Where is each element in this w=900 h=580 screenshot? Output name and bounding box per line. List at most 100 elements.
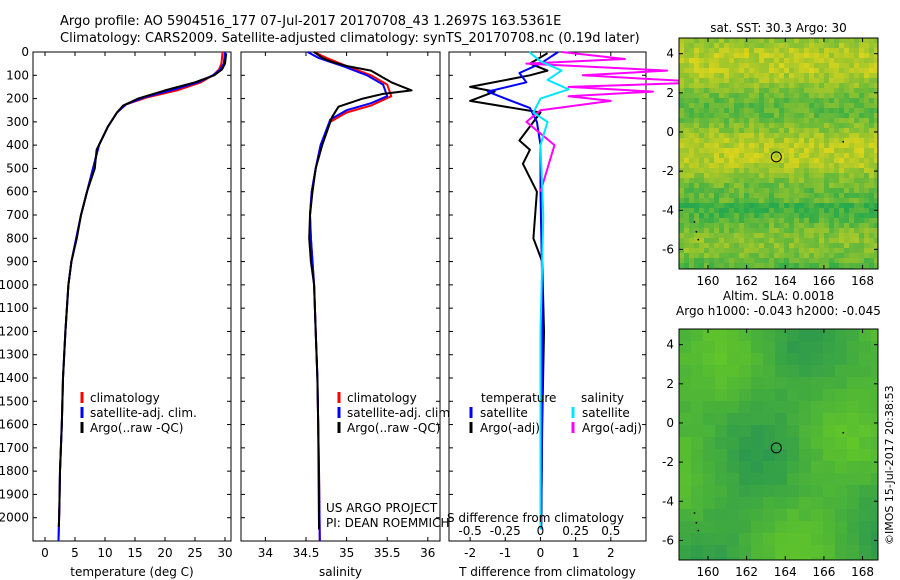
legend-title: temperature [481, 391, 556, 405]
heatmap-cell [844, 203, 849, 208]
heatmap-cell [739, 98, 744, 103]
heatmap-cell [844, 128, 849, 133]
heatmap-cell [835, 545, 847, 557]
heatmap-cell [799, 93, 804, 98]
heatmap-cell [839, 138, 844, 143]
heatmap-cell [684, 163, 689, 168]
heatmap-cell [769, 223, 774, 228]
heatmap-cell [689, 133, 694, 138]
heatmap-cell [714, 53, 719, 58]
heatmap-cell [751, 377, 763, 389]
heatmap-cell [799, 53, 804, 58]
heatmap-cell [819, 158, 824, 163]
heatmap-cell [784, 58, 789, 63]
heatmap-cell [684, 48, 689, 53]
heatmap-cell [714, 158, 719, 163]
heatmap-cell [824, 123, 829, 128]
heatmap-cell [759, 258, 764, 263]
heatmap-cell [789, 143, 794, 148]
heatmap-cell [739, 153, 744, 158]
heatmap-cell [799, 341, 811, 353]
heatmap-cell [724, 53, 729, 58]
heatmap-cell [844, 133, 849, 138]
heatmap-cell [699, 68, 704, 73]
plot-frame [32, 51, 232, 542]
heatmap-cell [794, 43, 799, 48]
heatmap-cell [849, 58, 854, 63]
heatmap-cell [679, 353, 691, 365]
heatmap-cell [869, 208, 874, 213]
heatmap-cell [789, 218, 794, 223]
heatmap-cell [849, 68, 854, 73]
heatmap-cell [699, 153, 704, 158]
heatmap-cell [834, 213, 839, 218]
heatmap-cell [769, 123, 774, 128]
heatmap-cell [754, 53, 759, 58]
heatmap-cell [724, 258, 729, 263]
heatmap-cell [679, 377, 691, 389]
heatmap-cell [864, 128, 869, 133]
heatmap-cell [689, 88, 694, 93]
heatmap-cell [823, 377, 835, 389]
heatmap-cell [714, 153, 719, 158]
heatmap-cell [829, 178, 834, 183]
heatmap-cell [779, 203, 784, 208]
heatmap-cell [799, 533, 811, 545]
s-tick-label: -0.25 [490, 524, 521, 538]
heatmap-cell [699, 193, 704, 198]
heatmap-cell [774, 108, 779, 113]
heatmap-cell [835, 353, 847, 365]
heatmap-cell [724, 38, 729, 43]
heatmap-cell [844, 178, 849, 183]
heatmap-cell [799, 248, 804, 253]
heatmap-cell [847, 461, 859, 473]
heatmap-cell [854, 98, 859, 103]
heatmap-cell [839, 228, 844, 233]
heatmap-cell [779, 163, 784, 168]
heatmap-cell [759, 248, 764, 253]
heatmap-cell [719, 258, 724, 263]
heatmap-cell [814, 183, 819, 188]
heatmap-cell [679, 437, 691, 449]
heatmap-cell [844, 98, 849, 103]
heatmap-cell [854, 198, 859, 203]
heatmap-cell [769, 88, 774, 93]
heatmap-cell [704, 58, 709, 63]
heatmap-cell [864, 208, 869, 213]
heatmap-cell [799, 228, 804, 233]
heatmap-cell [809, 148, 814, 153]
heatmap-cell [819, 123, 824, 128]
heatmap-cell [684, 243, 689, 248]
heatmap-cell [694, 253, 699, 258]
heatmap-cell [689, 143, 694, 148]
heatmap-cell [714, 58, 719, 63]
heatmap-cell [774, 163, 779, 168]
heatmap-cell [874, 133, 878, 138]
heatmap-cell [779, 128, 784, 133]
heatmap-cell [694, 228, 699, 233]
heatmap-cell [789, 238, 794, 243]
heatmap-cell [729, 133, 734, 138]
heatmap-cell [754, 158, 759, 163]
heatmap-cell [729, 98, 734, 103]
heatmap-cell [699, 223, 704, 228]
heatmap-cell [844, 258, 849, 263]
heatmap-cell [799, 365, 811, 377]
heatmap-cell [804, 128, 809, 133]
heatmap-cell [749, 143, 754, 148]
heatmap-cell [839, 208, 844, 213]
heatmap-cell [789, 48, 794, 53]
heatmap-cell [849, 38, 854, 43]
heatmap-cell [799, 118, 804, 123]
heatmap-cell [784, 248, 789, 253]
y-tick-label: 700 [6, 208, 29, 222]
heatmap-cell [811, 389, 823, 401]
heatmap-cell [689, 188, 694, 193]
heatmap-cell [784, 43, 789, 48]
heatmap-cell [784, 163, 789, 168]
heatmap-cell [679, 83, 684, 88]
heatmap-cell [811, 413, 823, 425]
legend-label: climatology [90, 391, 160, 405]
heatmap-cell [764, 138, 769, 143]
heatmap-cell [744, 198, 749, 203]
